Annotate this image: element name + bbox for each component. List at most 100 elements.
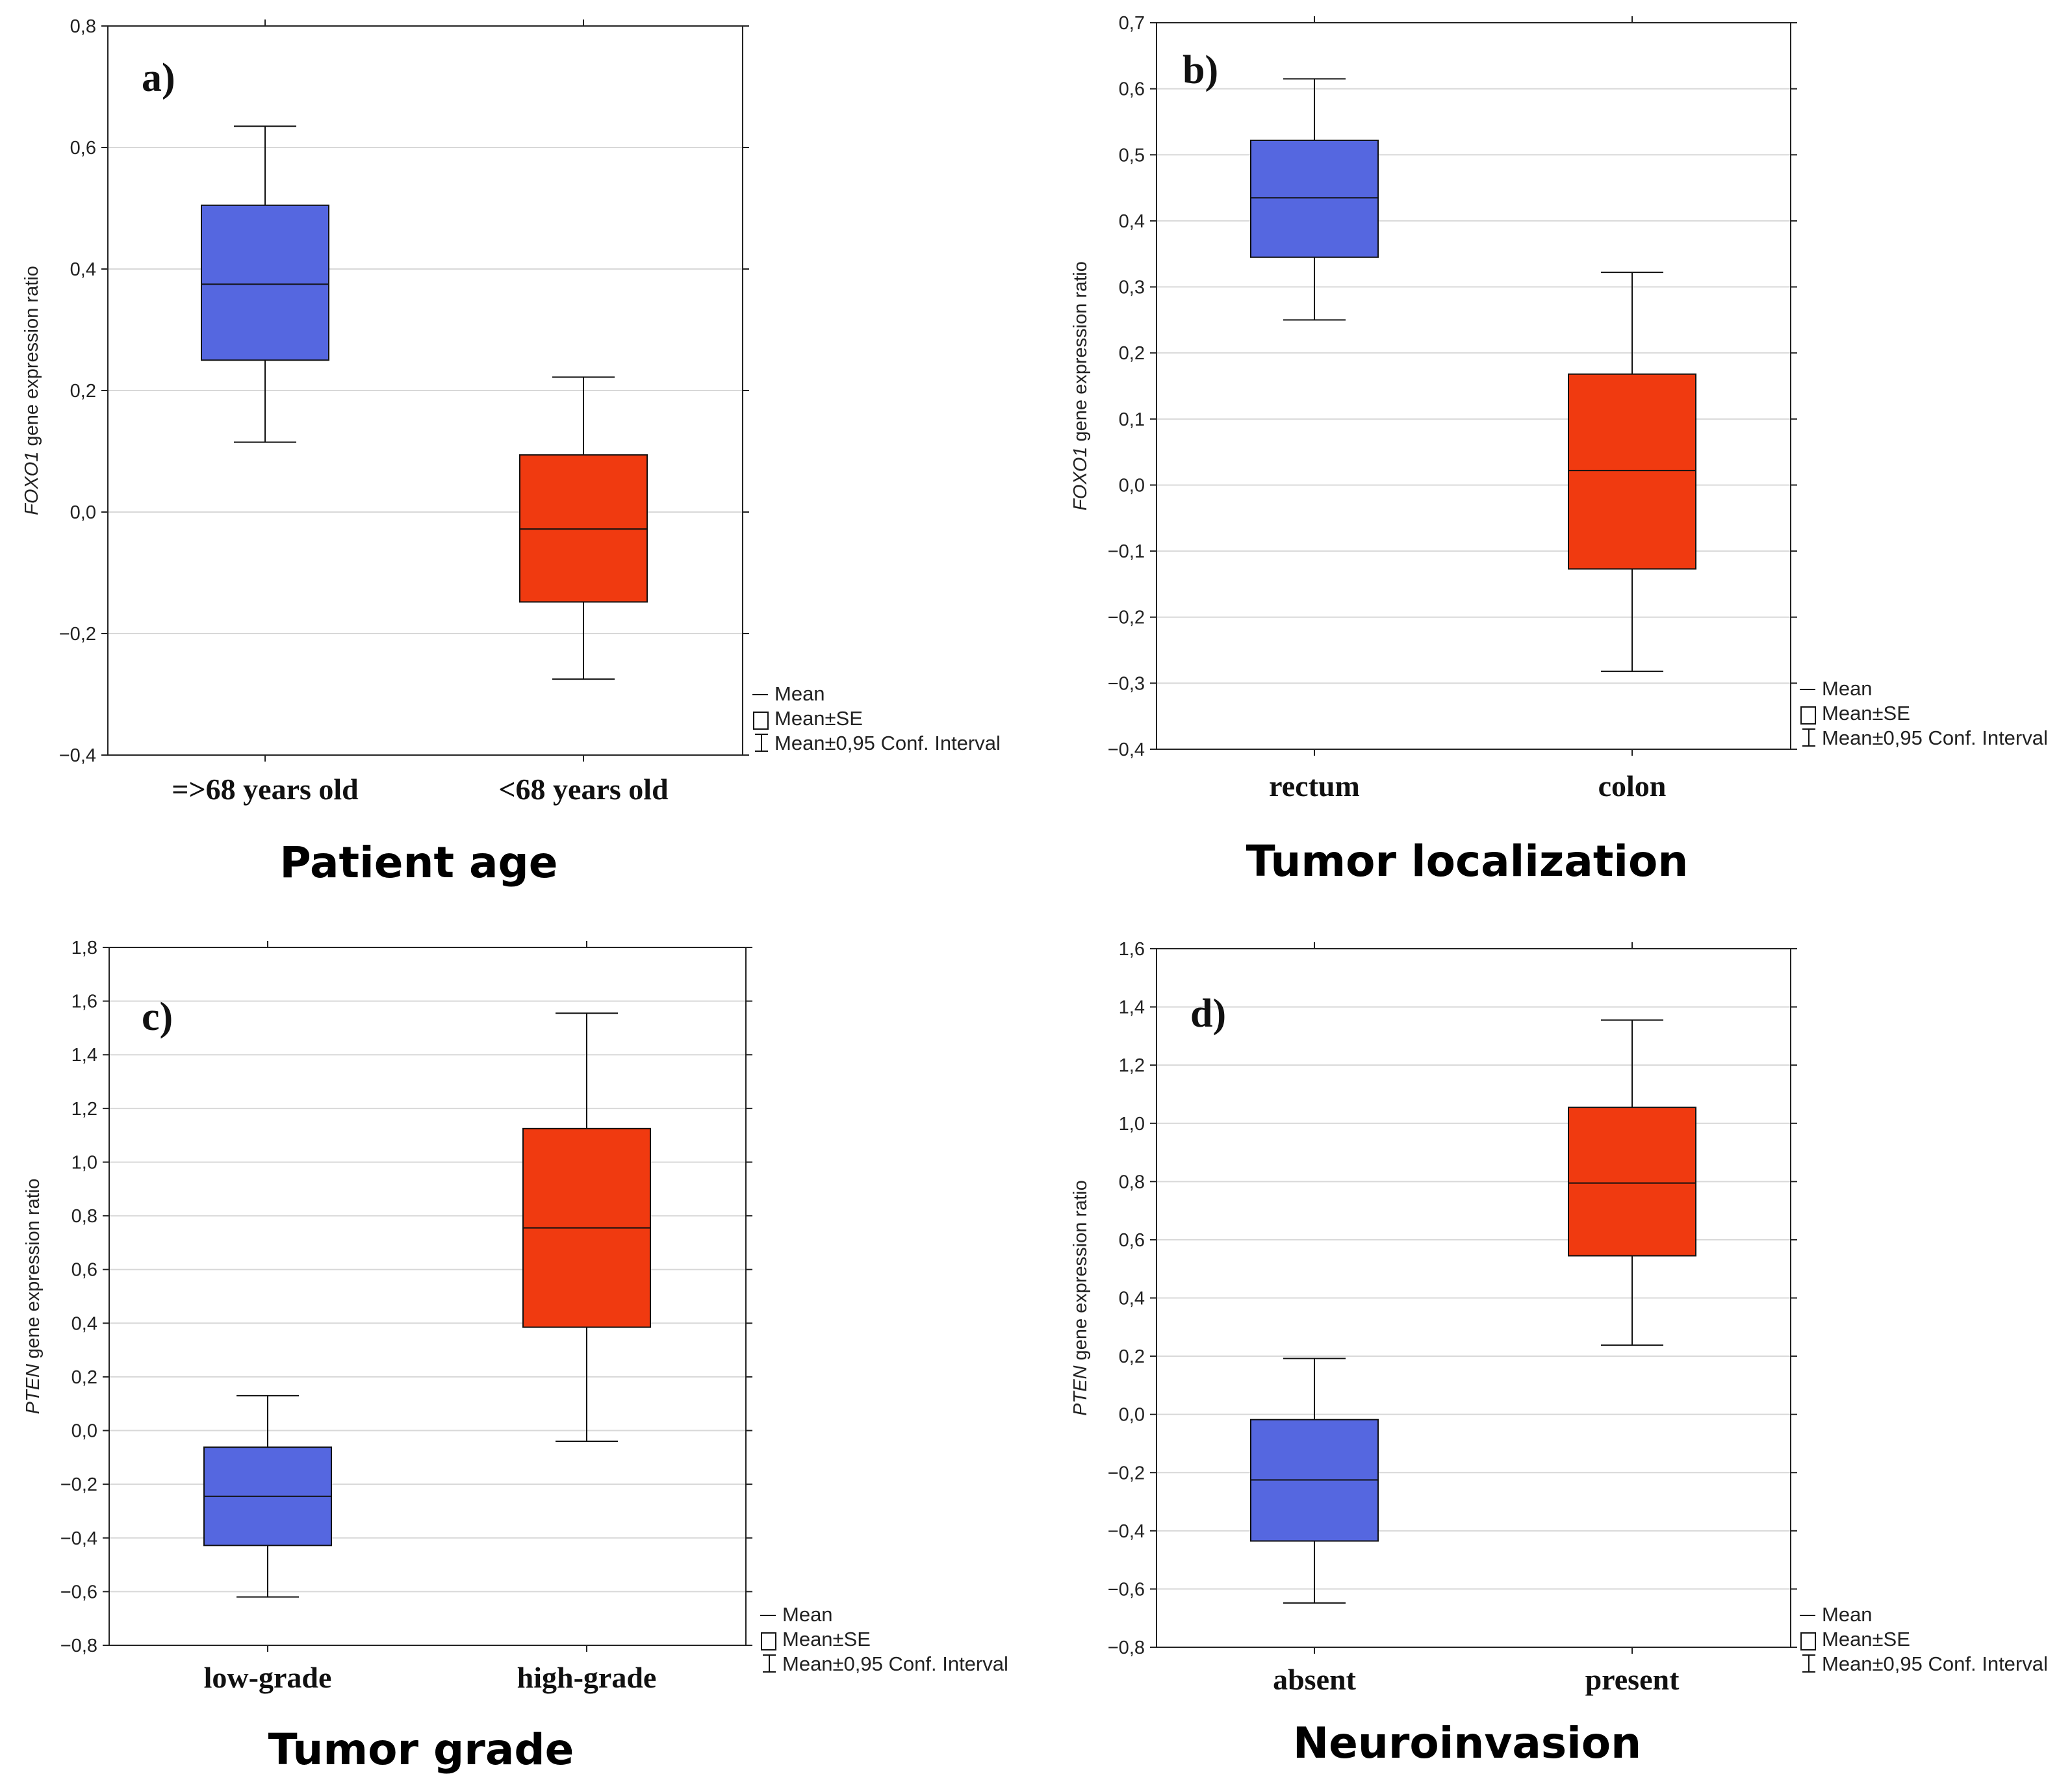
y-tick-label: 0,6 bbox=[70, 138, 96, 159]
legend-mean-label: Mean bbox=[1822, 677, 1873, 700]
y-tick-label: −0,8 bbox=[60, 1636, 97, 1656]
y-tick-label: 1,4 bbox=[71, 1045, 97, 1066]
category-label: rectum bbox=[1269, 769, 1360, 803]
y-tick-label: −0,1 bbox=[1108, 541, 1145, 562]
y-tick-label: 1,0 bbox=[1119, 1114, 1145, 1135]
legend-mean-label: Mean bbox=[782, 1603, 833, 1626]
legend-ci-label: Mean±0,95 Conf. Interval bbox=[1822, 1652, 2048, 1675]
legend-ci-swatch bbox=[1802, 728, 1815, 747]
panel-title: Tumor grade bbox=[268, 1725, 574, 1775]
panel-3: −0,8 −0,6 −0,4 −0,2 0,0 0,2 0,4 0,6 0,8 1,0 1,2 1,4… bbox=[23, 938, 1008, 1775]
legend-se-swatch bbox=[1800, 706, 1816, 725]
y-tick-label: 0,2 bbox=[1119, 1346, 1145, 1367]
y-axis-label: FOXO1 gene expression ratio bbox=[1070, 261, 1091, 511]
panel-title: Neuroinvasion bbox=[1293, 1718, 1641, 1768]
se-box bbox=[1250, 139, 1379, 258]
y-tick-label: 0,8 bbox=[70, 16, 96, 37]
y-tick-label: 0,5 bbox=[1119, 145, 1145, 166]
legend-se-label: Mean±SE bbox=[1822, 702, 1910, 725]
y-tick-label: 0,3 bbox=[1119, 277, 1145, 298]
y-axis-label: PTEN gene expression ratio bbox=[1070, 1180, 1091, 1416]
y-tick-label: 0,2 bbox=[71, 1367, 97, 1388]
y-tick-label: 0,2 bbox=[70, 381, 96, 402]
panel-letter: b) bbox=[1183, 48, 1218, 92]
y-tick-label: 1,4 bbox=[1119, 997, 1145, 1018]
panel-1: −0,4 −0,2 0,0 0,2 0,4 0,6 0,8 FOXO1 gene expres… bbox=[21, 16, 1001, 888]
y-tick-label: 1,2 bbox=[1119, 1055, 1145, 1076]
plot-frame bbox=[109, 947, 747, 1646]
category-label: colon bbox=[1598, 769, 1667, 803]
panel-title: Patient age bbox=[279, 838, 557, 888]
legend-ci-label: Mean±0,95 Conf. Interval bbox=[774, 732, 1001, 754]
y-tick-label: −0,8 bbox=[1108, 1637, 1145, 1658]
legend-se-swatch bbox=[761, 1632, 776, 1650]
y-axis-label-rest: gene expression ratio bbox=[1070, 261, 1091, 446]
y-axis-gene: FOXO1 bbox=[1070, 447, 1091, 511]
y-tick-label: −0,4 bbox=[1108, 739, 1145, 760]
legend-se-swatch bbox=[1800, 1632, 1816, 1650]
y-tick-label: 0,6 bbox=[1119, 79, 1145, 100]
y-tick-label: 1,8 bbox=[71, 938, 97, 958]
category-label: present bbox=[1585, 1663, 1680, 1696]
y-tick-label: 0,0 bbox=[70, 502, 96, 523]
y-axis-gene: FOXO1 bbox=[21, 452, 42, 515]
category-label: =>68 years old bbox=[172, 773, 359, 806]
y-axis-label-rest: gene expression ratio bbox=[1070, 1180, 1091, 1365]
plot-frame bbox=[1156, 22, 1791, 750]
se-box bbox=[1568, 373, 1696, 570]
y-tick-label: 0,0 bbox=[71, 1421, 97, 1442]
y-tick-label: 0,4 bbox=[1119, 1289, 1145, 1309]
y-tick-label: 1,2 bbox=[71, 1099, 97, 1120]
y-tick-label: 0,1 bbox=[1119, 409, 1145, 430]
category-label: <68 years old bbox=[498, 773, 669, 806]
y-tick-label: −0,4 bbox=[1108, 1521, 1145, 1542]
y-tick-label: −0,2 bbox=[1108, 1463, 1145, 1483]
legend-mean-label: Mean bbox=[774, 682, 825, 705]
y-tick-label: −0,6 bbox=[60, 1582, 97, 1602]
y-axis-gene: PTEN bbox=[1070, 1365, 1091, 1415]
legend-se-label: Mean±SE bbox=[774, 707, 863, 730]
legend-se-swatch bbox=[753, 712, 769, 730]
category-label: low-grade bbox=[204, 1661, 332, 1694]
panel-2: −0,4 −0,3 −0,2 −0,1 0,0 0,1 0,2 0,3 0,4 0,5 0,6 0,7… bbox=[1070, 13, 2048, 886]
y-tick-label: 1,6 bbox=[1119, 939, 1145, 960]
y-tick-label: −0,2 bbox=[59, 624, 96, 645]
legend-mean-label: Mean bbox=[1822, 1603, 1873, 1626]
panel-title: Tumor localization bbox=[1246, 836, 1689, 886]
y-tick-label: −0,2 bbox=[1108, 608, 1145, 628]
panel-letter: d) bbox=[1190, 992, 1226, 1036]
legend-ci-swatch bbox=[1802, 1654, 1815, 1673]
y-tick-label: 0,0 bbox=[1119, 475, 1145, 496]
category-label: absent bbox=[1273, 1663, 1356, 1696]
y-tick-label: 0,4 bbox=[71, 1313, 97, 1334]
y-tick-label: 0,0 bbox=[1119, 1405, 1145, 1426]
panel-4: −0,8 −0,6 −0,4 −0,2 0,0 0,2 0,4 0,6 0,8 1,0 1,2 1,4… bbox=[1070, 939, 2048, 1768]
legend-ci-label: Mean±0,95 Conf. Interval bbox=[782, 1652, 1008, 1675]
se-box bbox=[201, 204, 329, 361]
y-tick-label: −0,2 bbox=[60, 1474, 97, 1495]
y-axis-label-rest: gene expression ratio bbox=[21, 266, 42, 451]
y-axis-label: FOXO1 gene expression ratio bbox=[21, 266, 42, 515]
y-tick-label: 0,4 bbox=[1119, 211, 1145, 232]
se-box bbox=[1568, 1107, 1696, 1257]
panel-letter: a) bbox=[142, 56, 175, 100]
y-tick-label: −0,6 bbox=[1108, 1579, 1145, 1600]
y-axis-label-rest: gene expression ratio bbox=[23, 1179, 44, 1364]
panel-letter: c) bbox=[142, 995, 173, 1039]
y-tick-label: 1,0 bbox=[71, 1152, 97, 1173]
legend-se-label: Mean±SE bbox=[782, 1628, 871, 1650]
y-tick-label: −0,4 bbox=[59, 745, 96, 766]
category-label: high-grade bbox=[517, 1661, 657, 1694]
y-tick-label: 1,6 bbox=[71, 992, 97, 1012]
y-tick-label: −0,3 bbox=[1108, 673, 1145, 694]
y-tick-label: 0,8 bbox=[1119, 1172, 1145, 1192]
legend-ci-swatch bbox=[763, 1654, 776, 1673]
y-axis-label: PTEN gene expression ratio bbox=[23, 1179, 44, 1415]
legend-ci-swatch bbox=[755, 734, 768, 752]
y-tick-label: 0,4 bbox=[70, 259, 96, 280]
